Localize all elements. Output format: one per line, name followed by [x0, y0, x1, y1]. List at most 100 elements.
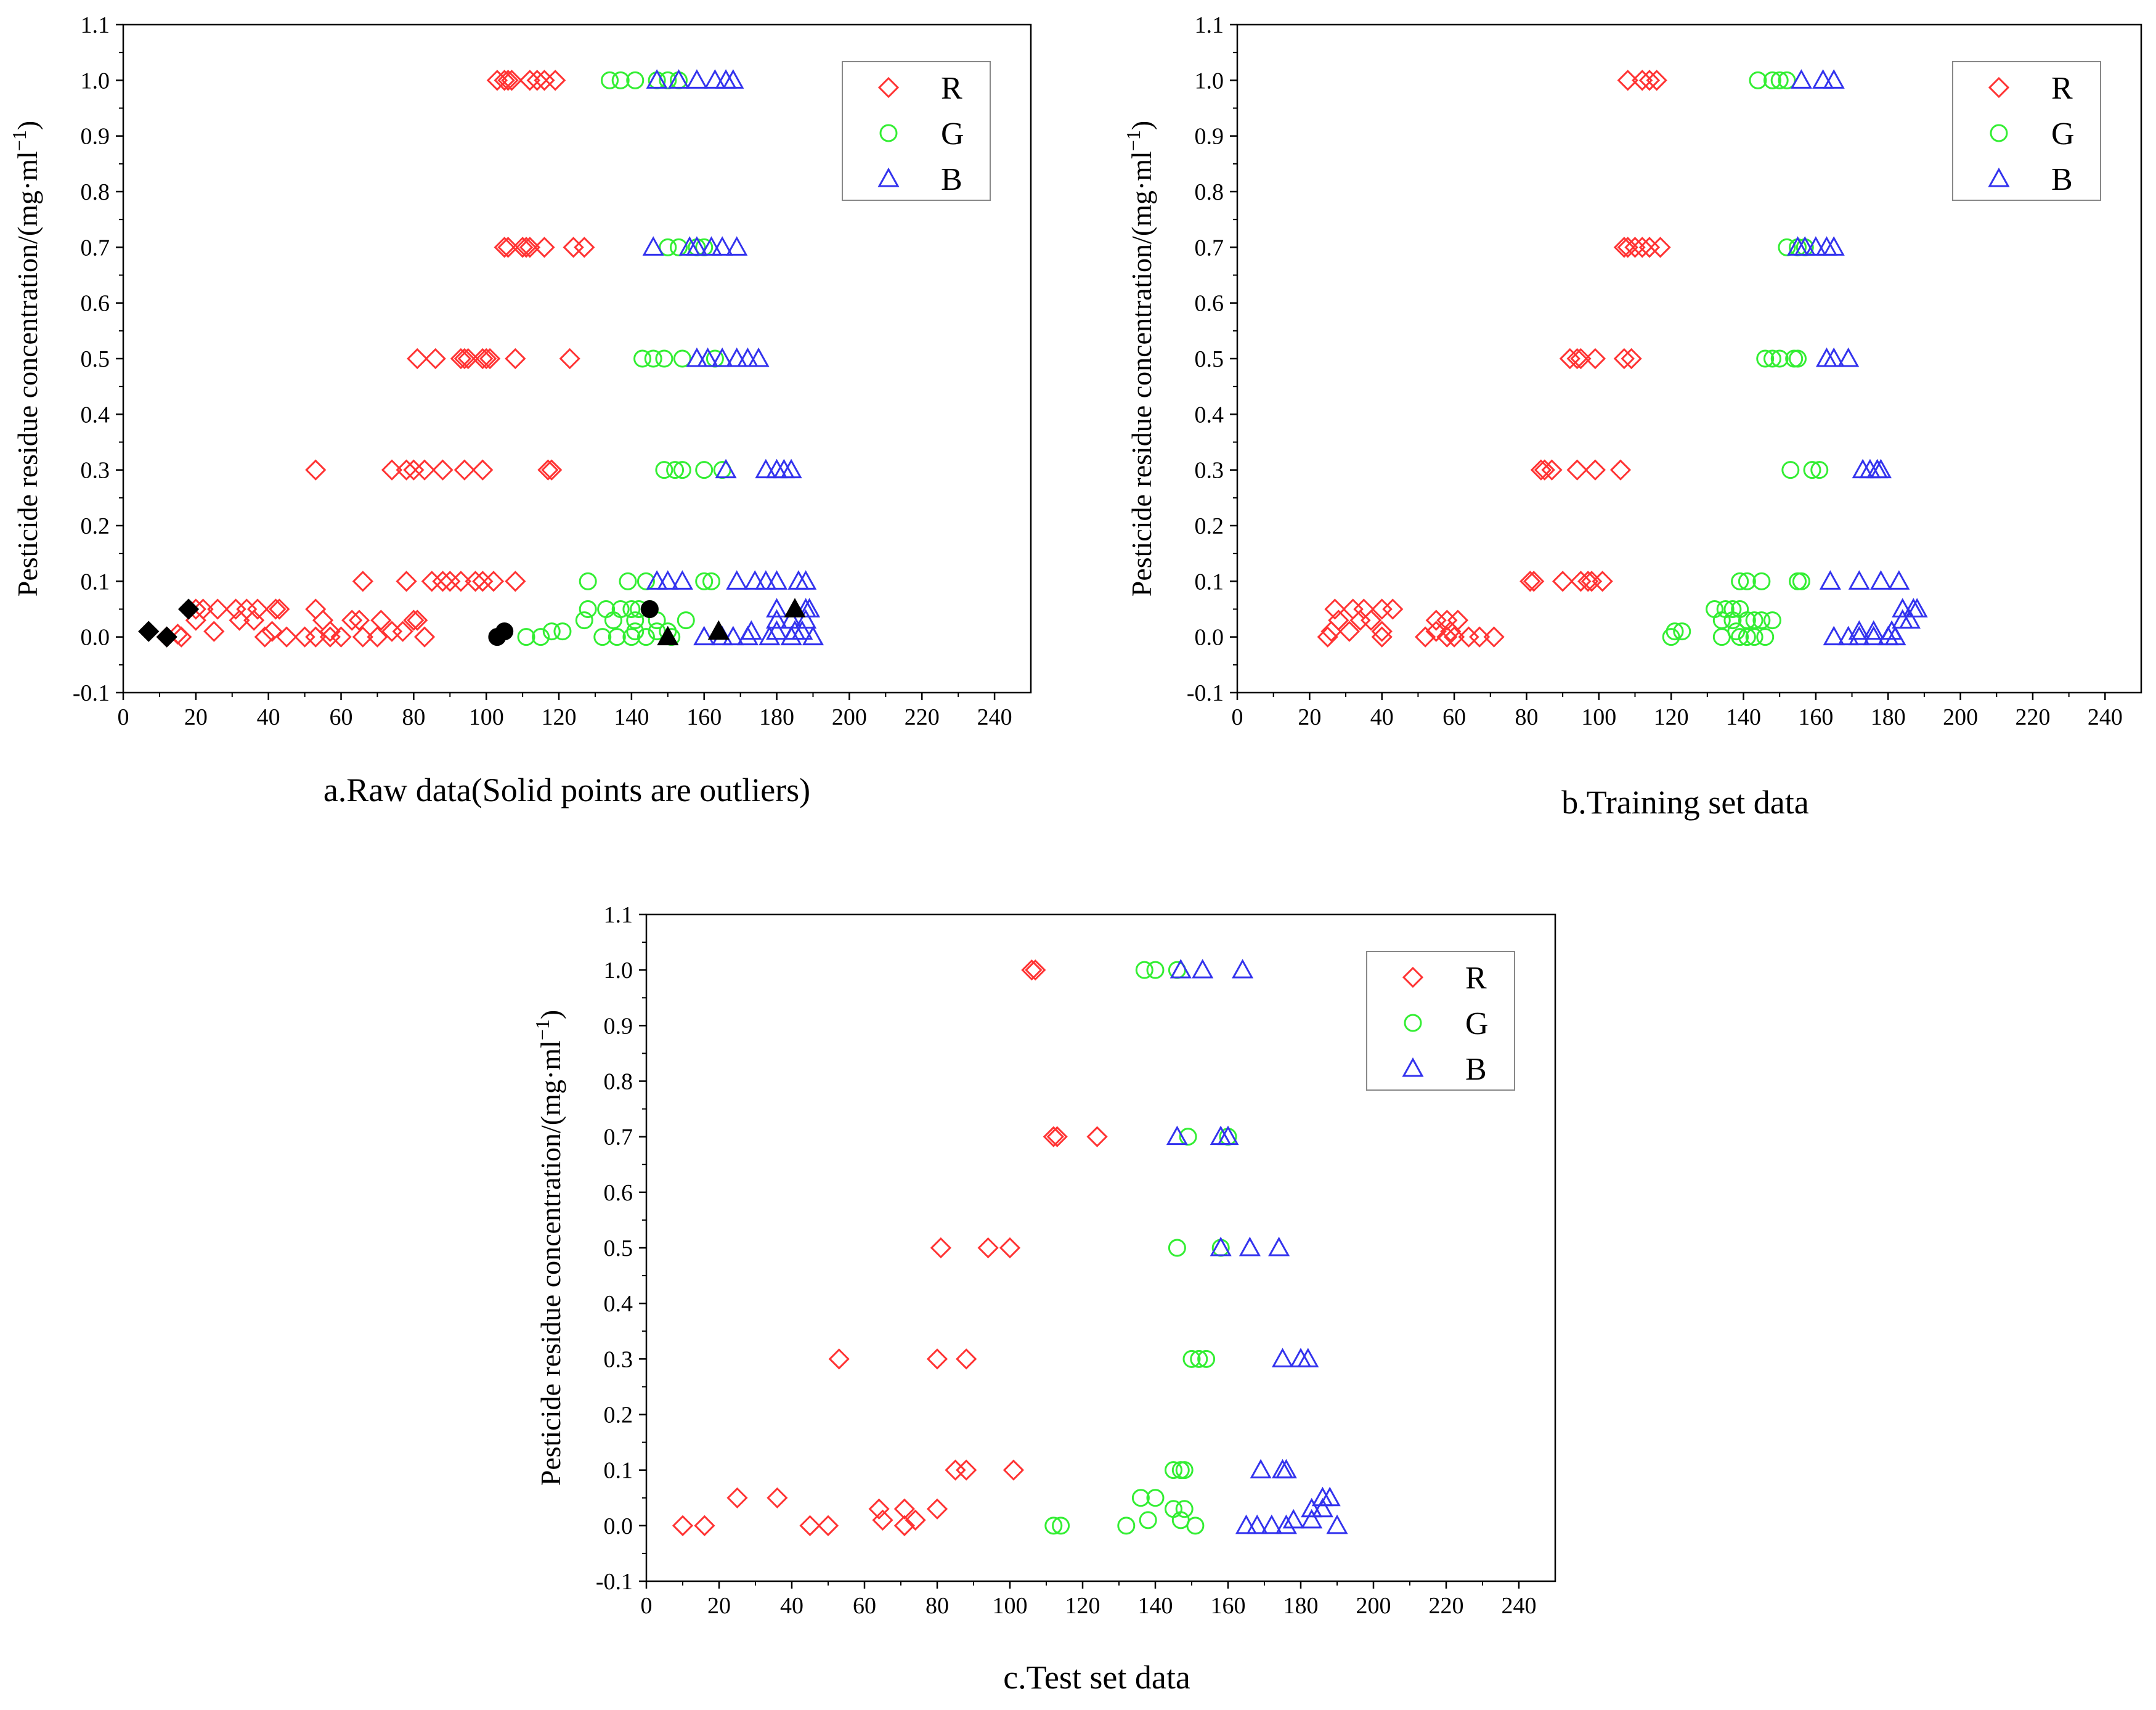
data-point: [704, 69, 726, 89]
data-point: [1662, 628, 1680, 646]
data-point: [956, 1348, 977, 1370]
y-tick-label: 0.1: [1195, 569, 1224, 595]
data-point: [1371, 626, 1393, 648]
data-point: [1898, 609, 1921, 629]
x-tick-label: 100: [1581, 704, 1616, 730]
y-tick-label: 1.0: [604, 958, 633, 983]
data-point: [465, 571, 486, 592]
data-point: [1443, 626, 1465, 648]
data-point: [642, 236, 664, 256]
data-point: [432, 459, 454, 481]
legend-marker-b: [1988, 167, 2010, 187]
data-point: [868, 1498, 890, 1520]
data-point: [767, 1487, 788, 1508]
data-point: [454, 459, 475, 481]
data-point: [828, 1348, 850, 1370]
data-point: [553, 622, 572, 641]
data-point: [1175, 1461, 1194, 1480]
data-point: [611, 71, 630, 89]
data-point: [1723, 600, 1742, 618]
x-tick-label: 80: [1515, 704, 1538, 730]
data-point: [747, 347, 770, 367]
y-tick-label: 0.2: [81, 513, 110, 539]
data-point: [1139, 1511, 1157, 1529]
data-point: [330, 626, 352, 648]
data-point: [1166, 1125, 1188, 1146]
data-point: [893, 1498, 916, 1520]
data-point: [669, 238, 688, 256]
y-axis-label-close: ): [1126, 121, 1157, 130]
x-tick-label: 240: [2088, 704, 2123, 730]
data-point: [1763, 349, 1781, 368]
data-point: [403, 459, 425, 481]
data-point: [766, 620, 788, 640]
data-point: [537, 459, 559, 481]
y-tick-label: 0.8: [604, 1069, 633, 1095]
data-point: [207, 598, 229, 620]
data-point: [715, 458, 737, 479]
data-point: [348, 609, 370, 631]
data-point: [626, 611, 645, 630]
data-point: [421, 571, 442, 592]
data-point: [766, 598, 788, 617]
data-point: [1319, 1486, 1341, 1507]
y-axis-label-exponent: −1: [1122, 130, 1144, 151]
data-point: [1712, 628, 1731, 646]
data-point: [766, 609, 788, 629]
data-point: [637, 628, 655, 646]
data-point: [305, 626, 327, 648]
data-point: [432, 571, 454, 592]
data-point: [312, 609, 334, 631]
x-tick-label: 200: [1356, 1593, 1391, 1619]
data-point: [1738, 628, 1756, 646]
data-point: [1168, 1239, 1186, 1257]
data-point: [657, 570, 679, 590]
data-point: [1052, 1517, 1070, 1535]
data-point: [795, 570, 817, 590]
data-point: [673, 461, 691, 479]
data-point: [744, 570, 766, 590]
x-tick-label: 100: [993, 1593, 1028, 1619]
legend-label-g: G: [941, 116, 964, 152]
x-tick-label: 180: [759, 704, 794, 730]
data-point: [1146, 961, 1165, 979]
data-point: [608, 628, 626, 646]
data-point: [1086, 1126, 1108, 1147]
data-point: [1781, 461, 1800, 479]
data-point: [501, 70, 523, 91]
data-point: [269, 598, 290, 620]
data-point: [1731, 572, 1749, 590]
x-tick-label: 180: [1283, 1593, 1319, 1619]
data-point: [472, 571, 494, 592]
data-point: [1046, 1126, 1068, 1147]
data-point: [711, 236, 733, 256]
data-point: [526, 70, 548, 91]
data-point: [367, 626, 388, 648]
data-point: [1584, 459, 1606, 481]
data-point: [657, 625, 679, 646]
y-tick-label: 0.8: [1195, 179, 1224, 205]
data-point: [482, 571, 505, 592]
x-tick-label: 200: [832, 704, 867, 730]
panel-caption: c.Test set data: [1003, 1659, 1190, 1696]
data-point: [1892, 598, 1914, 617]
panel-c-test-set: 0 20 40 60 80 100 120 140 160 180 200 220 240 -0.1 0.0…: [531, 902, 1556, 1696]
data-point: [622, 628, 641, 646]
data-point: [225, 598, 246, 620]
legend-marker-r: [1402, 966, 1424, 988]
data-point: [370, 609, 392, 631]
x-tick-label: 160: [1211, 1593, 1246, 1619]
data-point: [726, 347, 748, 367]
y-axis-label-main: Pesticide residue concentration/(mg·ml: [1126, 151, 1157, 596]
data-point: [930, 1237, 952, 1259]
data-point: [1792, 572, 1810, 590]
data-point: [1823, 236, 1845, 256]
y-tick-label: -0.1: [596, 1569, 633, 1595]
data-point: [243, 609, 265, 631]
data-point: [659, 71, 677, 89]
data-point: [1752, 572, 1771, 590]
x-tick-label: 20: [1298, 704, 1321, 730]
data-point: [1819, 570, 1841, 590]
data-point: [926, 1498, 948, 1520]
data-point: [802, 625, 824, 646]
